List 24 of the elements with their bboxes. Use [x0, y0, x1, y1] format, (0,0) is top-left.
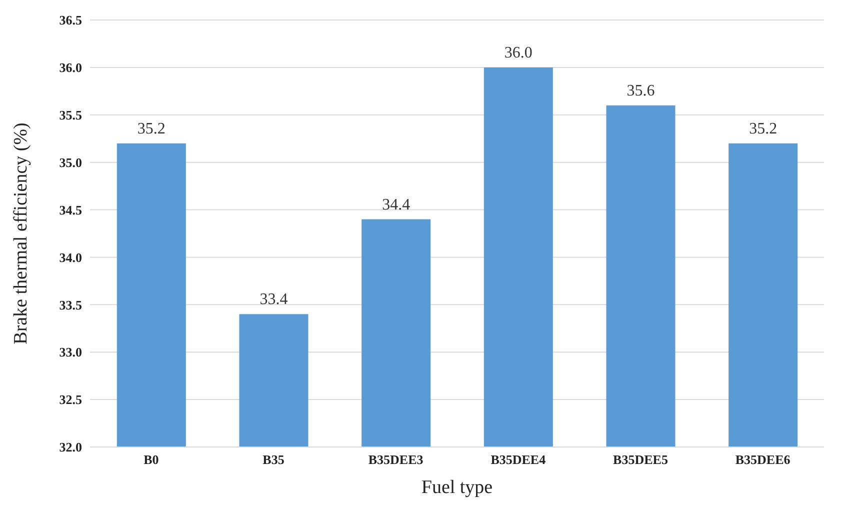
y-tick-label: 35.5 — [59, 108, 82, 123]
y-tick-label: 34.5 — [59, 202, 82, 218]
data-label: 34.4 — [382, 196, 410, 214]
y-tick-label: 33.0 — [59, 344, 82, 360]
x-tick-label: B35DEE5 — [613, 452, 668, 468]
x-tick-label: B35DEE6 — [735, 452, 791, 468]
y-tick-label: 32.5 — [59, 392, 82, 408]
y-tick-label: 36.5 — [59, 12, 82, 28]
y-axis-title: Brake thermal efficiency (%) — [10, 122, 32, 344]
data-label: 35.2 — [137, 120, 166, 138]
data-label: 36.0 — [504, 44, 532, 62]
y-tick-label: 34.0 — [59, 250, 82, 265]
data-label: 35.2 — [749, 120, 778, 138]
x-tick-label: B35 — [262, 452, 285, 468]
data-label: 33.4 — [260, 291, 288, 308]
y-tick-label: 33.5 — [59, 297, 82, 312]
x-tick-label: B0 — [144, 452, 159, 468]
x-tick-label: B35DEE3 — [368, 452, 424, 468]
x-tick-label: B35DEE4 — [490, 452, 546, 468]
y-tick-label: 32.0 — [59, 440, 82, 455]
data-label: 35.6 — [626, 82, 655, 100]
y-tick-label: 35.0 — [59, 154, 82, 170]
y-tick-label: 36.0 — [59, 60, 82, 76]
x-axis-title: Fuel type — [421, 477, 493, 498]
